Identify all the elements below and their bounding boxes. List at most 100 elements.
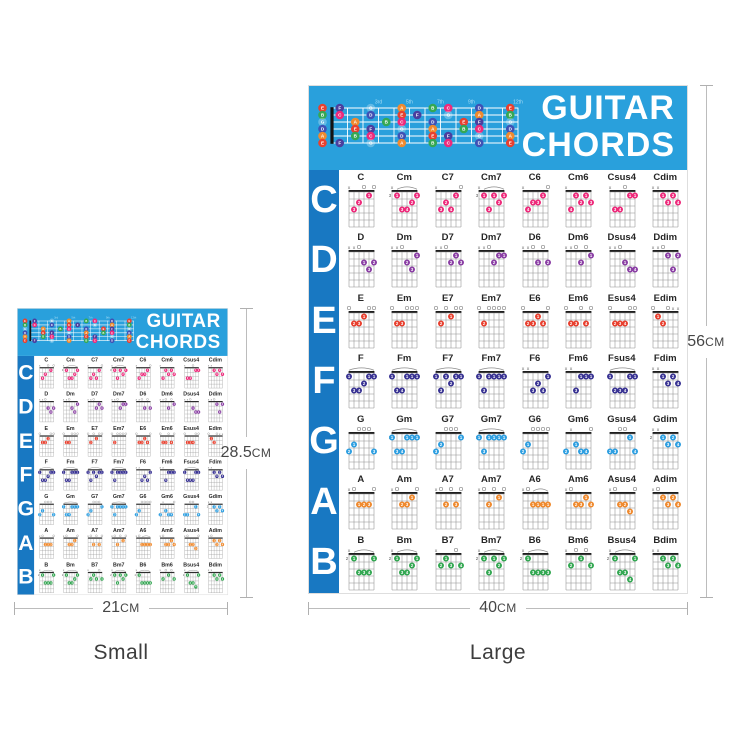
chord-grid: x 32 1 [347,185,376,228]
svg-text:3: 3 [488,570,491,575]
svg-text:3: 3 [667,563,670,568]
svg-text:1: 1 [396,193,399,198]
svg-text:F: F [111,327,113,331]
svg-text:F: F [447,134,450,139]
svg-text:1: 1 [74,472,76,474]
svg-text:x: x [347,547,350,552]
chord-name: C6 [139,357,147,364]
chord-name: Csus4 [607,172,636,183]
chord-name: Bm6 [161,561,173,568]
svg-text:3: 3 [45,442,47,444]
svg-text:2: 2 [440,321,443,326]
svg-text:x: x [608,547,611,552]
svg-text:B: B [321,113,325,118]
svg-text:B: B [42,335,44,339]
svg-text:3: 3 [619,388,622,393]
svg-text:2: 2 [396,321,399,326]
svg-text:x: x [87,399,89,402]
svg-text:3: 3 [580,502,583,507]
svg-text:2: 2 [522,449,525,454]
dimension-line [705,86,707,326]
svg-text:3: 3 [144,374,146,376]
svg-text:3: 3 [90,378,92,380]
svg-text:2: 2 [71,408,73,410]
poster-title: GUITAR CHORDS [522,90,675,164]
chord-name: E6 [139,425,147,432]
svg-text:3: 3 [53,514,55,516]
svg-text:4: 4 [629,577,632,582]
chord-name: B [357,534,365,546]
chord-name: B7 [91,561,98,568]
chord-grid: 2 3 1 4 [182,500,201,525]
svg-text:1: 1 [42,510,44,512]
height-unit-small: CM [251,446,272,460]
svg-text:1: 1 [634,193,637,198]
svg-text:2: 2 [411,563,414,568]
poster-title-line: GUITAR [146,310,221,332]
svg-text:x: x [219,433,221,436]
chord-grid: 21 [519,426,550,469]
chord-grid: x x 324 1 [521,366,551,409]
svg-text:3: 3 [187,378,189,380]
svg-text:G: G [508,120,512,125]
svg-text:x: x [136,365,138,368]
width-value-small: 21 [102,599,121,616]
svg-text:3: 3 [69,583,71,585]
chord-name: Am6 [567,474,589,486]
svg-text:1: 1 [498,374,501,379]
svg-text:A: A [431,127,435,132]
width-dimension-small: 21CM [14,599,228,616]
svg-text:G: G [51,319,53,323]
svg-text:x: x [657,245,660,250]
chord-name: Ddim [653,232,678,244]
svg-text:x: x [565,185,568,190]
svg-text:1: 1 [147,545,149,547]
svg-text:1: 1 [478,374,481,379]
dimension-line [245,309,247,437]
svg-text:1: 1 [171,541,173,543]
svg-text:A: A [478,113,482,118]
svg-text:x: x [208,365,210,368]
svg-text:4: 4 [189,377,191,380]
svg-text:3: 3 [165,480,167,482]
poster-header: 3rd 5th 7th 9th 12th E B G D A E F G A B C D E C D E F G A B A B C D… [309,86,687,170]
chord-name: E6 [528,292,541,304]
chord-name: Gm6 [567,413,589,425]
svg-text:2: 2 [66,442,68,444]
chord-name: G [357,413,365,425]
row-letter-D: D [18,394,34,419]
svg-text:3: 3 [149,583,151,585]
chord-grid: x 2 1 [111,534,128,559]
chord-Fm: Fm 1 3 4 1 1 1 [58,458,82,491]
svg-text:C: C [447,106,451,111]
svg-text:B: B [24,323,26,327]
svg-text:G: G [446,113,450,118]
svg-text:1: 1 [363,314,366,319]
svg-text:3: 3 [165,442,167,444]
svg-text:4: 4 [624,321,627,326]
chord-grid: x x21 1 [111,398,128,423]
chord-name: Em6 [568,292,589,304]
dimension-tick [687,601,688,615]
row-letter-F: F [312,359,336,402]
chord-name: F [357,353,364,365]
svg-text:3: 3 [98,545,100,547]
svg-text:2: 2 [440,563,443,568]
chord-grid: x 2 3 [87,534,103,559]
chord-name: C [357,172,365,183]
svg-text:1: 1 [455,254,458,259]
chord-name: Dm [66,391,75,398]
chord-grid: 3134111 [62,501,80,525]
chord-name: C7 [91,357,98,364]
chord-Dm6: Dm6 x x 2 1 [557,230,601,289]
chord-name: Cm6 [161,357,173,364]
chord-grid: x 324 1 [87,364,103,389]
svg-text:x: x [652,547,655,552]
chord-name: Fdim [209,459,222,466]
